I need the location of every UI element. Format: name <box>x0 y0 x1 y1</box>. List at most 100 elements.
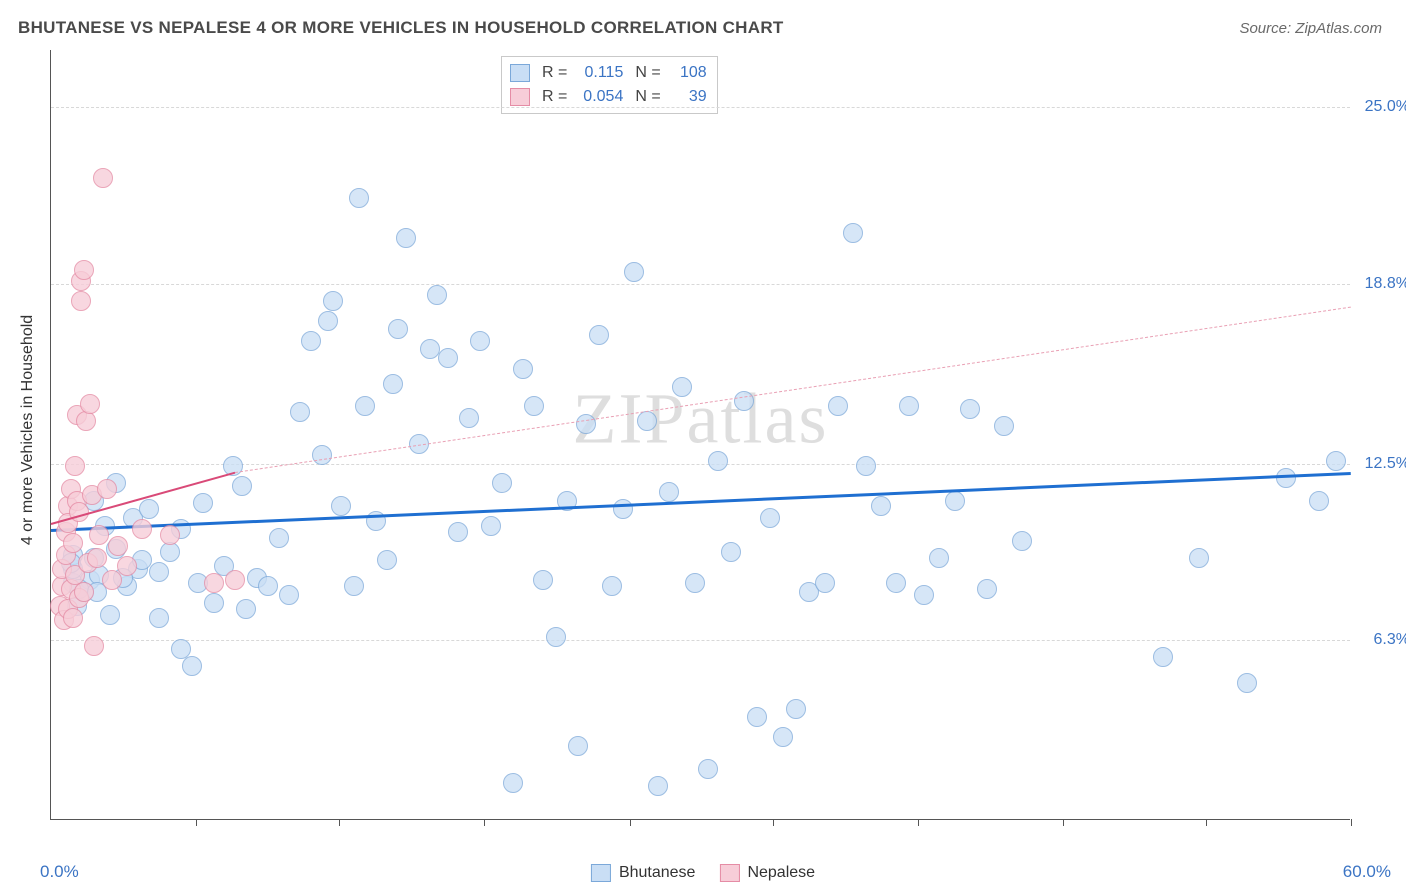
data-point <box>438 348 458 368</box>
y-tick-label: 18.8% <box>1355 275 1406 293</box>
gridline <box>51 640 1350 641</box>
data-point <box>132 519 152 539</box>
data-point <box>139 499 159 519</box>
legend-item-bhutanese: Bhutanese <box>591 864 696 882</box>
data-point <box>747 707 767 727</box>
data-point <box>87 548 107 568</box>
data-point <box>513 359 533 379</box>
data-point <box>1189 548 1209 568</box>
gridline <box>51 107 1350 108</box>
data-point <box>269 528 289 548</box>
data-point <box>708 451 728 471</box>
y-tick-label: 25.0% <box>1355 98 1406 116</box>
data-point <box>100 605 120 625</box>
gridline <box>51 464 1350 465</box>
data-point <box>648 776 668 796</box>
data-point <box>80 394 100 414</box>
swatch-nepalese <box>510 88 530 106</box>
n-label: N = <box>635 85 660 109</box>
data-point <box>576 414 596 434</box>
data-point <box>871 496 891 516</box>
source-attribution: Source: ZipAtlas.com <box>1239 20 1382 37</box>
data-point <box>734 391 754 411</box>
data-point <box>71 291 91 311</box>
data-point <box>396 228 416 248</box>
data-point <box>492 473 512 493</box>
data-point <box>290 402 310 422</box>
data-point <box>349 188 369 208</box>
r-label: R = <box>542 61 567 85</box>
data-point <box>1326 451 1346 471</box>
data-point <box>84 636 104 656</box>
data-point <box>97 479 117 499</box>
scatter-plot-area: ZIPatlas R = 0.115 N = 108 R = 0.054 N =… <box>50 50 1350 820</box>
x-tick-mark <box>630 819 631 826</box>
data-point <box>160 525 180 545</box>
r-value-2: 0.054 <box>577 85 623 109</box>
data-point <box>93 168 113 188</box>
data-point <box>383 374 403 394</box>
data-point <box>721 542 741 562</box>
data-point <box>193 493 213 513</box>
data-point <box>685 573 705 593</box>
data-point <box>388 319 408 339</box>
data-point <box>843 223 863 243</box>
data-point <box>74 260 94 280</box>
data-point <box>63 608 83 628</box>
stats-legend-box: R = 0.115 N = 108 R = 0.054 N = 39 <box>501 56 718 114</box>
legend-label-nepalese: Nepalese <box>747 864 815 882</box>
data-point <box>977 579 997 599</box>
data-point <box>1012 531 1032 551</box>
data-point <box>204 593 224 613</box>
data-point <box>377 550 397 570</box>
data-point <box>318 311 338 331</box>
data-point <box>602 576 622 596</box>
x-tick-mark <box>773 819 774 826</box>
data-point <box>960 399 980 419</box>
r-value-1: 0.115 <box>577 61 623 85</box>
data-point <box>546 627 566 647</box>
data-point <box>160 542 180 562</box>
data-point <box>760 508 780 528</box>
data-point <box>279 585 299 605</box>
x-tick-mark <box>1206 819 1207 826</box>
data-point <box>624 262 644 282</box>
x-tick-mark <box>1351 819 1352 826</box>
data-point <box>323 291 343 311</box>
y-tick-label: 12.5% <box>1355 455 1406 473</box>
data-point <box>524 396 544 416</box>
data-point <box>427 285 447 305</box>
data-point <box>637 411 657 431</box>
x-tick-mark <box>484 819 485 826</box>
data-point <box>886 573 906 593</box>
data-point <box>344 576 364 596</box>
data-point <box>149 562 169 582</box>
data-point <box>108 536 128 556</box>
data-point <box>672 377 692 397</box>
data-point <box>74 582 94 602</box>
swatch-bhutanese <box>510 64 530 82</box>
legend-item-nepalese: Nepalese <box>719 864 815 882</box>
gridline <box>51 284 1350 285</box>
x-tick-mark <box>1063 819 1064 826</box>
x-axis-max-label: 60.0% <box>1343 862 1391 882</box>
data-point <box>589 325 609 345</box>
data-point <box>503 773 523 793</box>
data-point <box>1153 647 1173 667</box>
data-point <box>258 576 278 596</box>
data-point <box>232 476 252 496</box>
data-point <box>815 573 835 593</box>
data-point <box>698 759 718 779</box>
swatch-nepalese-icon <box>719 864 739 882</box>
data-point <box>76 411 96 431</box>
n-value-1: 108 <box>671 61 707 85</box>
data-point <box>1309 491 1329 511</box>
n-label: N = <box>635 61 660 85</box>
data-point <box>828 396 848 416</box>
x-tick-mark <box>339 819 340 826</box>
data-point <box>1237 673 1257 693</box>
data-point <box>204 573 224 593</box>
chart-title: BHUTANESE VS NEPALESE 4 OR MORE VEHICLES… <box>18 18 784 38</box>
data-point <box>63 533 83 553</box>
data-point <box>773 727 793 747</box>
